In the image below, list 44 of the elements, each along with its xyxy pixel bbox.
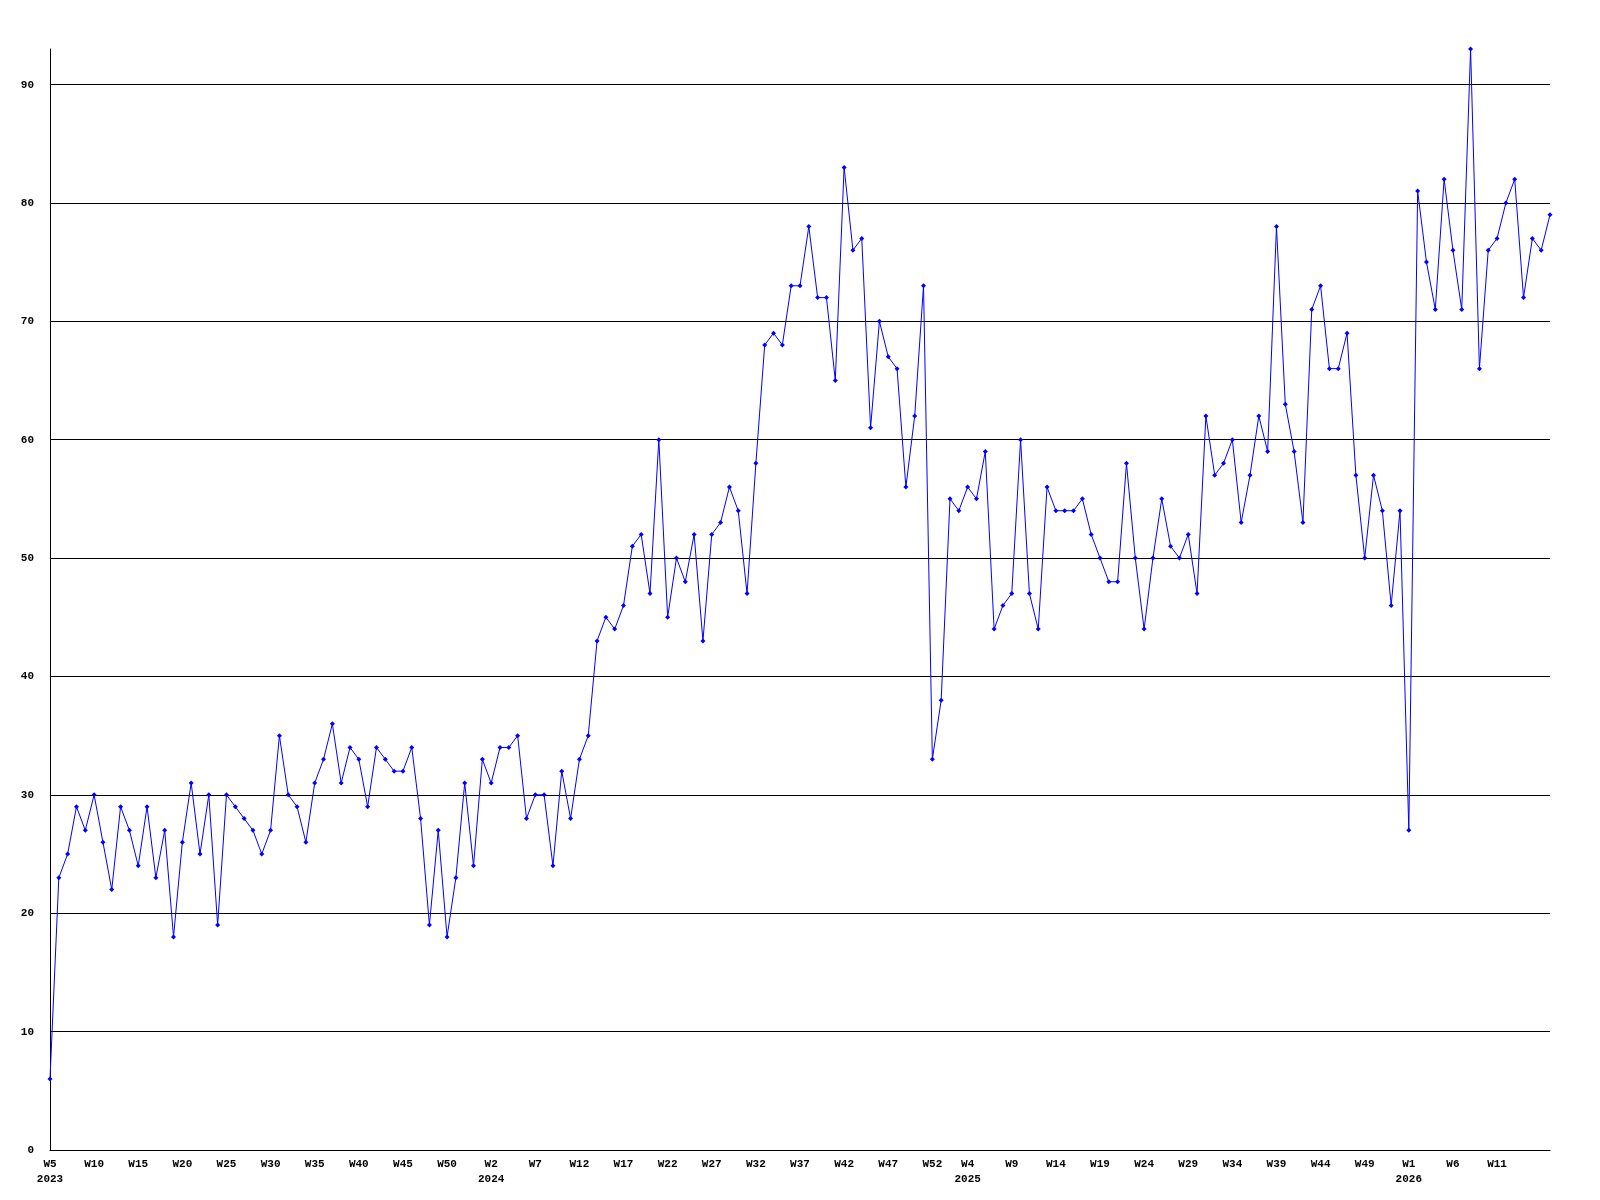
y-tick-label: 90 xyxy=(20,78,34,91)
x-tick-label: W20 xyxy=(172,1157,193,1170)
y-tick-label: 70 xyxy=(20,315,34,328)
x-tick-label: W47 xyxy=(878,1157,899,1170)
y-tick-label: 60 xyxy=(20,433,34,446)
x-tick-label: W52 xyxy=(922,1157,943,1170)
x-tick-label: W14 xyxy=(1045,1157,1067,1170)
x-tick-label: W40 xyxy=(348,1157,369,1170)
y-tick-label: 50 xyxy=(20,552,34,565)
x-tick-label: W5 2023 xyxy=(36,1157,64,1185)
x-tick-label: W11 xyxy=(1487,1157,1508,1170)
x-tick-label: W27 xyxy=(701,1157,722,1170)
y-tick-label: 30 xyxy=(20,788,34,801)
x-tick-label: W6 xyxy=(1446,1157,1460,1170)
x-tick-label: W29 xyxy=(1178,1157,1199,1170)
x-tick-label: W25 xyxy=(216,1157,237,1170)
x-tick-label: W2 2024 xyxy=(477,1157,505,1185)
x-tick-label: W10 xyxy=(84,1157,105,1170)
x-tick-label: W45 xyxy=(393,1157,414,1170)
x-tick-label: W37 xyxy=(790,1157,810,1170)
x-tick-label: W24 xyxy=(1134,1157,1155,1170)
x-tick-label: W30 xyxy=(260,1157,281,1170)
x-tick-label: W50 xyxy=(437,1157,457,1170)
x-tick-label: W44 xyxy=(1310,1157,1331,1170)
x-tick-label: W12 xyxy=(569,1157,590,1170)
y-tick-label: 0 xyxy=(27,1144,34,1156)
x-tick-label: W7 xyxy=(528,1157,542,1170)
x-tick-label: W4 2025 xyxy=(954,1157,982,1185)
x-tick-label: W49 xyxy=(1354,1157,1375,1170)
x-tick-label: W34 xyxy=(1222,1157,1243,1170)
x-tick-label: W22 xyxy=(657,1157,678,1170)
x-tick-label: W15 xyxy=(128,1157,149,1170)
x-tick-label: W39 xyxy=(1266,1157,1287,1170)
y-tick-label: 10 xyxy=(20,1025,34,1038)
x-tick-label: W1 2026 xyxy=(1395,1157,1423,1185)
x-tick-label: W42 xyxy=(834,1157,855,1170)
y-tick-label: 40 xyxy=(20,670,34,683)
x-tick-label: W9 xyxy=(1005,1157,1019,1170)
x-tick-label: W17 xyxy=(613,1157,634,1170)
y-tick-label: 20 xyxy=(20,907,34,920)
y-tick-label: 80 xyxy=(20,196,34,209)
x-tick-label: W19 xyxy=(1090,1157,1110,1170)
x-tick-label: W35 xyxy=(304,1157,325,1170)
x-tick-label: W32 xyxy=(745,1157,766,1170)
